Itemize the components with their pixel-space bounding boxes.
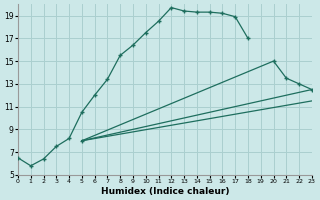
X-axis label: Humidex (Indice chaleur): Humidex (Indice chaleur)	[101, 187, 229, 196]
